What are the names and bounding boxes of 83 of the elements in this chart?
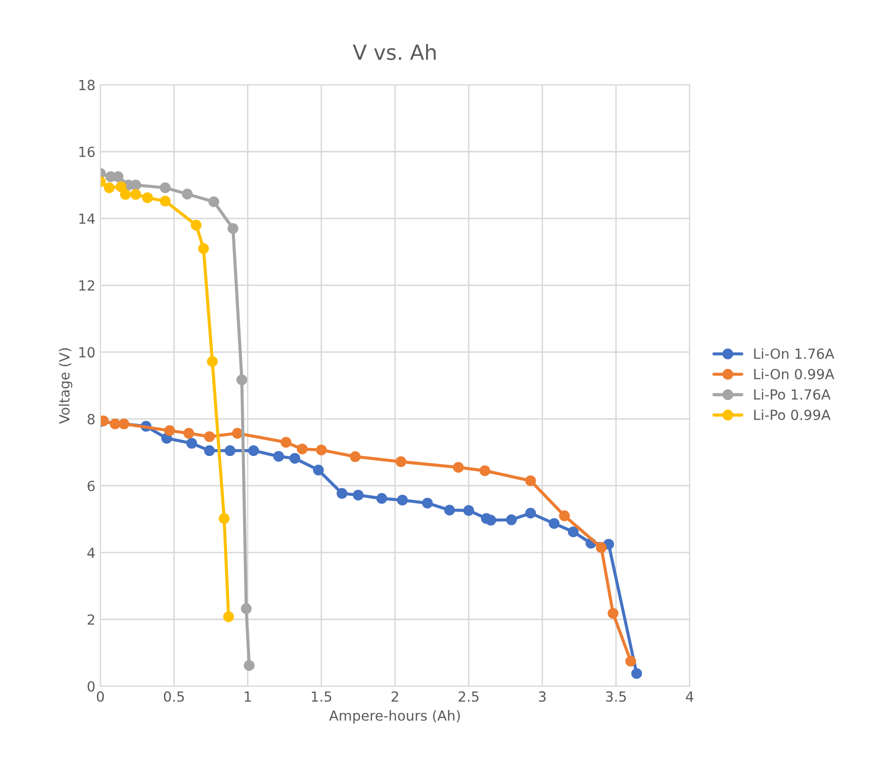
- y-tick-label: 4: [87, 548, 95, 558]
- y-axis-title: Voltage (V): [58, 348, 72, 424]
- point: [204, 445, 215, 456]
- point: [208, 196, 220, 208]
- legend-label: Li-Po 1.76A: [754, 388, 831, 400]
- legend-label: Li-Po 0.99A: [754, 409, 831, 420]
- legend-label: Li-On 0.99A: [754, 368, 834, 380]
- point: [422, 498, 433, 508]
- x-tick-label: 1: [244, 691, 251, 702]
- point: [525, 508, 536, 519]
- point: [190, 220, 202, 231]
- x-tick-label: 3: [538, 691, 546, 702]
- point: [164, 425, 176, 436]
- point: [273, 450, 284, 462]
- point: [204, 431, 215, 442]
- point: [120, 189, 131, 200]
- point: [316, 444, 327, 456]
- x-tick-label: 3.5: [606, 691, 626, 702]
- x-tick-label: 0: [96, 691, 104, 702]
- point: [506, 514, 517, 526]
- point: [232, 428, 243, 439]
- point: [280, 436, 292, 448]
- chart-title: V vs. Ah: [352, 44, 436, 60]
- point: [142, 192, 153, 204]
- point: [160, 196, 171, 206]
- x-tick-label: 4: [686, 691, 694, 702]
- x-tick-label: 2.5: [458, 691, 479, 702]
- y-tick-label: 0: [88, 681, 95, 692]
- point: [396, 456, 406, 468]
- y-tick-label: 16: [79, 146, 95, 158]
- y-tick-label: 14: [79, 214, 95, 224]
- point: [240, 603, 252, 614]
- x-axis-title: Ampere-hours (Ah): [329, 710, 460, 724]
- y-tick-label: 6: [88, 480, 95, 492]
- point: [485, 514, 496, 526]
- point: [110, 418, 121, 430]
- point: [228, 223, 238, 234]
- point: [218, 513, 230, 524]
- point: [160, 182, 171, 194]
- x-tick-label: 0.5: [164, 691, 184, 702]
- y-tick-label: 10: [79, 347, 95, 358]
- point: [376, 493, 388, 504]
- point: [198, 243, 209, 254]
- point: [186, 438, 198, 449]
- point: [444, 504, 455, 516]
- y-tick-label: 12: [79, 280, 94, 291]
- point: [289, 452, 300, 464]
- point: [352, 490, 364, 500]
- point: [313, 464, 324, 476]
- point: [104, 182, 115, 194]
- point: [453, 462, 464, 473]
- point: [625, 656, 636, 667]
- point: [248, 445, 259, 456]
- point: [118, 418, 130, 430]
- x-tick-label: 1.5: [312, 691, 332, 702]
- point: [631, 668, 642, 679]
- point: [182, 188, 193, 200]
- point: [236, 374, 248, 386]
- point: [463, 505, 474, 516]
- point: [568, 526, 579, 538]
- point: [336, 488, 348, 499]
- point: [397, 494, 408, 506]
- point: [525, 475, 536, 486]
- point: [183, 428, 194, 439]
- x-tick-label: 2: [392, 691, 398, 702]
- legend-label: Li-On 1.76A: [754, 348, 834, 359]
- point: [596, 542, 607, 553]
- point: [112, 171, 124, 182]
- y-tick-label: 2: [88, 614, 94, 625]
- point: [206, 356, 218, 367]
- point: [223, 611, 234, 622]
- y-tick-label: 18: [79, 80, 95, 90]
- point: [296, 444, 308, 454]
- point: [548, 518, 560, 529]
- point: [244, 660, 255, 671]
- point: [350, 451, 361, 462]
- point: [224, 445, 236, 456]
- point: [130, 189, 142, 200]
- point: [480, 465, 490, 476]
- y-tick-label: 8: [88, 414, 95, 424]
- point: [608, 608, 618, 619]
- point: [559, 510, 570, 522]
- point: [116, 181, 126, 192]
